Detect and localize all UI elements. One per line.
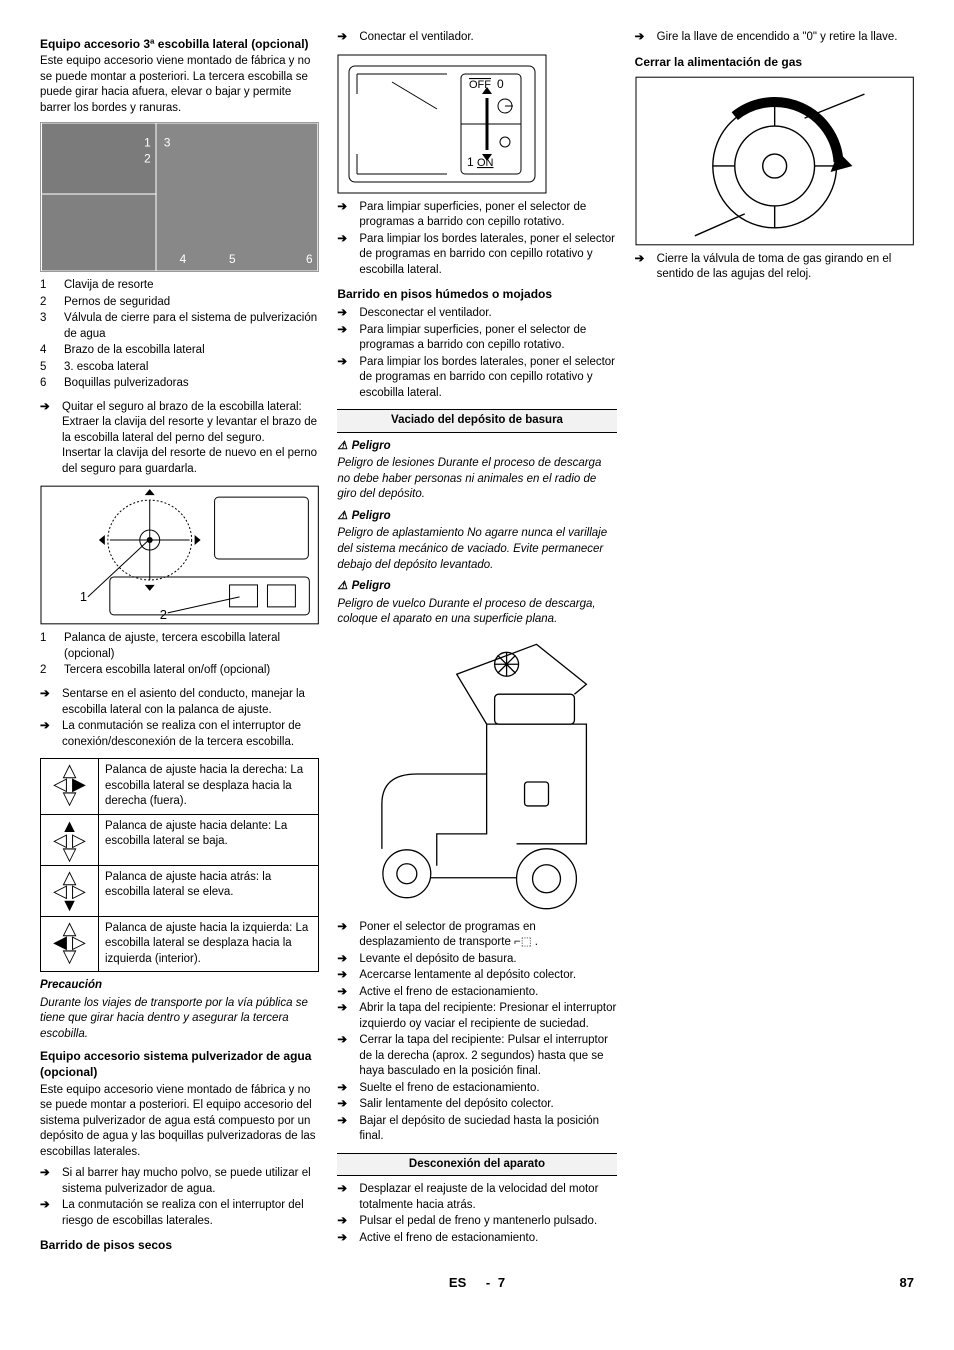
svg-text:2: 2 — [144, 152, 151, 166]
arrow-icon: ➔ — [40, 687, 54, 718]
heading-wet-sweeping: Barrido en pisos húmedos o mojados — [337, 286, 616, 302]
svg-text:0: 0 — [497, 77, 504, 91]
figure-lever-panel: 1 2 — [40, 485, 319, 625]
figure-fan-switch: OFF 0 ON 1 — [337, 54, 547, 194]
lever-icon-up: ▲◁ ▷▽ — [41, 814, 99, 865]
arrow-icon: ➔ — [337, 1214, 351, 1230]
page-footer: ES - 7 87 — [40, 1274, 914, 1292]
instruction-list: ➔Para limpiar superficies, poner el sele… — [337, 200, 616, 279]
arrow-icon: ➔ — [337, 355, 351, 402]
arrow-icon: ➔ — [337, 200, 351, 231]
arrow-icon: ➔ — [635, 30, 649, 46]
arrow-icon: ➔ — [337, 1081, 351, 1097]
arrow-icon: ➔ — [40, 719, 54, 750]
danger-text: Peligro de aplastamiento No agarre nunca… — [337, 526, 616, 573]
arrow-icon: ➔ — [337, 968, 351, 984]
svg-text:6: 6 — [306, 252, 313, 266]
arrow-icon: ➔ — [40, 1198, 54, 1229]
paragraph: Este equipo accesorio viene montado de f… — [40, 54, 319, 116]
figure-photo-broom: 1 2 3 4 5 6 — [40, 122, 319, 272]
arrow-icon: ➔ — [337, 985, 351, 1001]
instruction-list: ➔Si al barrer hay mucho polvo, se puede … — [40, 1166, 319, 1229]
heading-close-gas: Cerrar la alimentación de gas — [635, 54, 914, 70]
arrow-icon: ➔ — [337, 232, 351, 279]
instruction-list: ➔Quitar el seguro al brazo de la escobil… — [40, 400, 319, 478]
danger-heading: Peligro — [337, 579, 616, 595]
caution-heading: Precaución — [40, 978, 319, 994]
arrow-icon: ➔ — [635, 252, 649, 283]
danger-text: Peligro de vuelco Durante el proceso de … — [337, 597, 616, 628]
legend-list-1: 1Clavija de resorte 2Pernos de seguridad… — [40, 278, 319, 392]
caution-text: Durante los viajes de transporte por la … — [40, 996, 319, 1043]
heading-water-spray: Equipo accesorio sistema pulverizador de… — [40, 1048, 319, 1080]
svg-text:1: 1 — [80, 589, 87, 604]
legend-list-2: 1Palanca de ajuste, tercera escobilla la… — [40, 631, 319, 679]
instruction-list: ➔Cierre la válvula de toma de gas girand… — [635, 252, 914, 283]
lever-icon-left: △◀ ▷▽ — [41, 916, 99, 972]
instruction-list: ➔Poner el selector de programas en despl… — [337, 920, 616, 1145]
arrow-icon: ➔ — [337, 1097, 351, 1113]
svg-text:ON: ON — [477, 157, 494, 169]
svg-text:3: 3 — [164, 136, 171, 150]
arrow-icon: ➔ — [40, 1166, 54, 1197]
danger-heading: Peligro — [337, 509, 616, 525]
lever-icon-right: △◁ ▶▽ — [41, 759, 99, 815]
svg-text:1: 1 — [144, 136, 151, 150]
heading-dry-sweeping: Barrido de pisos secos — [40, 1237, 319, 1253]
lever-icon-down: △◁ ▷▼ — [41, 865, 99, 916]
instruction-list: ➔Conectar el ventilador. — [337, 30, 616, 46]
arrow-icon: ➔ — [337, 920, 351, 951]
footer-abs-page: 87 — [900, 1274, 914, 1292]
arrow-icon: ➔ — [337, 306, 351, 322]
footer-lang: ES — [449, 1275, 466, 1290]
arrow-icon: ➔ — [337, 30, 351, 46]
arrow-icon: ➔ — [337, 1231, 351, 1247]
section-emptying: Vaciado del depósito de basura — [337, 409, 616, 433]
arrow-icon: ➔ — [337, 952, 351, 968]
svg-text:1: 1 — [467, 155, 474, 169]
paragraph: Este equipo accesorio viene montado de f… — [40, 1083, 319, 1161]
arrow-icon: ➔ — [337, 1114, 351, 1145]
arrow-icon: ➔ — [337, 323, 351, 354]
svg-text:4: 4 — [180, 252, 187, 266]
lever-direction-table: △◁ ▶▽ Palanca de ajuste hacia la derecha… — [40, 758, 319, 972]
instruction-list: ➔Desconectar el ventilador. ➔Para limpia… — [337, 306, 616, 401]
instruction-list: ➔Sentarse en el asiento del conducto, ma… — [40, 687, 319, 750]
footer-page: 7 — [498, 1275, 505, 1290]
svg-text:5: 5 — [229, 252, 236, 266]
arrow-icon: ➔ — [40, 400, 54, 478]
section-shutdown: Desconexión del aparato — [337, 1153, 616, 1177]
arrow-icon: ➔ — [337, 1033, 351, 1080]
svg-text:2: 2 — [160, 607, 167, 622]
figure-gas-valve — [635, 76, 914, 246]
arrow-icon: ➔ — [337, 1001, 351, 1032]
danger-text: Peligro de lesiones Durante el proceso d… — [337, 456, 616, 503]
figure-machine-emptying — [337, 634, 616, 914]
heading-accessory-broom: Equipo accesorio 3ª escobilla lateral (o… — [40, 36, 319, 52]
danger-heading: Peligro — [337, 439, 616, 455]
arrow-icon: ➔ — [337, 1182, 351, 1213]
